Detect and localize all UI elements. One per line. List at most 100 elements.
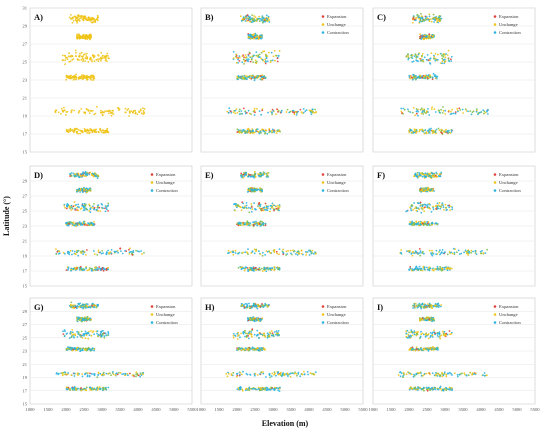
data-point <box>306 371 309 373</box>
data-point <box>107 268 109 271</box>
data-point <box>101 373 104 375</box>
data-point <box>431 336 434 338</box>
data-point <box>57 111 60 114</box>
data-point <box>253 267 255 270</box>
data-point <box>74 18 77 20</box>
data-point <box>82 253 85 256</box>
data-point <box>87 110 90 112</box>
data-point <box>81 334 84 337</box>
data-point <box>265 207 268 210</box>
data-point <box>421 20 424 23</box>
data-point <box>245 15 248 17</box>
data-point <box>90 76 92 79</box>
data-point <box>448 330 451 332</box>
data-point <box>90 19 93 21</box>
data-point <box>428 20 431 23</box>
data-point <box>255 37 257 40</box>
data-point <box>54 111 57 114</box>
data-point <box>64 206 66 209</box>
data-point <box>247 131 250 134</box>
data-point <box>91 331 94 334</box>
data-point <box>434 111 437 113</box>
data-point <box>255 223 258 225</box>
data-point <box>80 389 83 392</box>
data-point <box>60 112 62 115</box>
data-point <box>75 203 77 206</box>
data-point <box>108 112 110 115</box>
data-point <box>86 249 88 251</box>
data-point <box>94 21 97 24</box>
data-point <box>247 206 250 209</box>
data-point <box>112 109 114 112</box>
data-point <box>90 129 93 132</box>
data-point <box>91 21 94 24</box>
data-point <box>421 318 424 321</box>
data-point <box>430 108 433 110</box>
data-point <box>131 254 134 256</box>
data-point <box>80 387 82 389</box>
data-point <box>262 77 265 80</box>
data-point <box>135 375 137 378</box>
data-point <box>439 305 442 308</box>
data-point <box>139 375 142 378</box>
data-point <box>278 253 280 256</box>
data-point <box>452 247 455 250</box>
data-point <box>413 18 416 21</box>
data-point <box>84 34 87 37</box>
data-point <box>450 60 453 62</box>
data-point <box>100 109 102 112</box>
data-point <box>79 224 82 226</box>
data-point <box>421 76 424 79</box>
data-point <box>258 337 260 339</box>
legend-marker <box>493 173 497 176</box>
data-point <box>77 15 80 18</box>
data-point <box>443 332 445 335</box>
data-point <box>304 110 307 113</box>
data-point <box>413 75 415 78</box>
data-point <box>130 250 133 253</box>
data-point <box>88 203 90 206</box>
data-point <box>257 268 260 271</box>
data-point <box>431 307 434 309</box>
data-point <box>90 330 92 332</box>
x-tick-label: 5500 <box>530 407 540 412</box>
data-point <box>256 307 259 310</box>
data-point <box>57 252 60 255</box>
data-point <box>312 108 314 111</box>
data-point <box>433 58 435 60</box>
data-point <box>407 53 409 55</box>
data-point <box>87 61 90 63</box>
data-point <box>244 76 247 79</box>
data-point <box>100 252 103 255</box>
data-point <box>227 111 230 114</box>
data-point <box>415 108 418 110</box>
data-point <box>107 110 110 113</box>
data-point <box>272 333 275 336</box>
data-point <box>437 204 440 207</box>
data-point <box>95 59 98 61</box>
data-point <box>445 128 447 131</box>
data-point <box>80 330 83 333</box>
data-point <box>226 110 229 113</box>
legend-entry: Unchange <box>156 312 175 317</box>
data-point <box>477 112 480 115</box>
data-point <box>418 224 421 227</box>
data-point <box>261 18 264 20</box>
data-point <box>122 373 125 375</box>
data-point <box>248 75 251 78</box>
data-point <box>431 268 434 271</box>
data-point <box>238 130 241 133</box>
data-point <box>481 250 483 252</box>
data-point <box>110 374 112 377</box>
panel-label: A) <box>34 12 43 22</box>
data-point <box>77 132 79 135</box>
data-point <box>471 111 474 114</box>
data-point <box>269 252 272 254</box>
data-point <box>407 55 410 57</box>
data-point <box>423 266 426 268</box>
data-point <box>269 208 272 210</box>
data-point <box>69 330 72 333</box>
data-point <box>266 55 269 57</box>
data-point <box>422 110 424 112</box>
